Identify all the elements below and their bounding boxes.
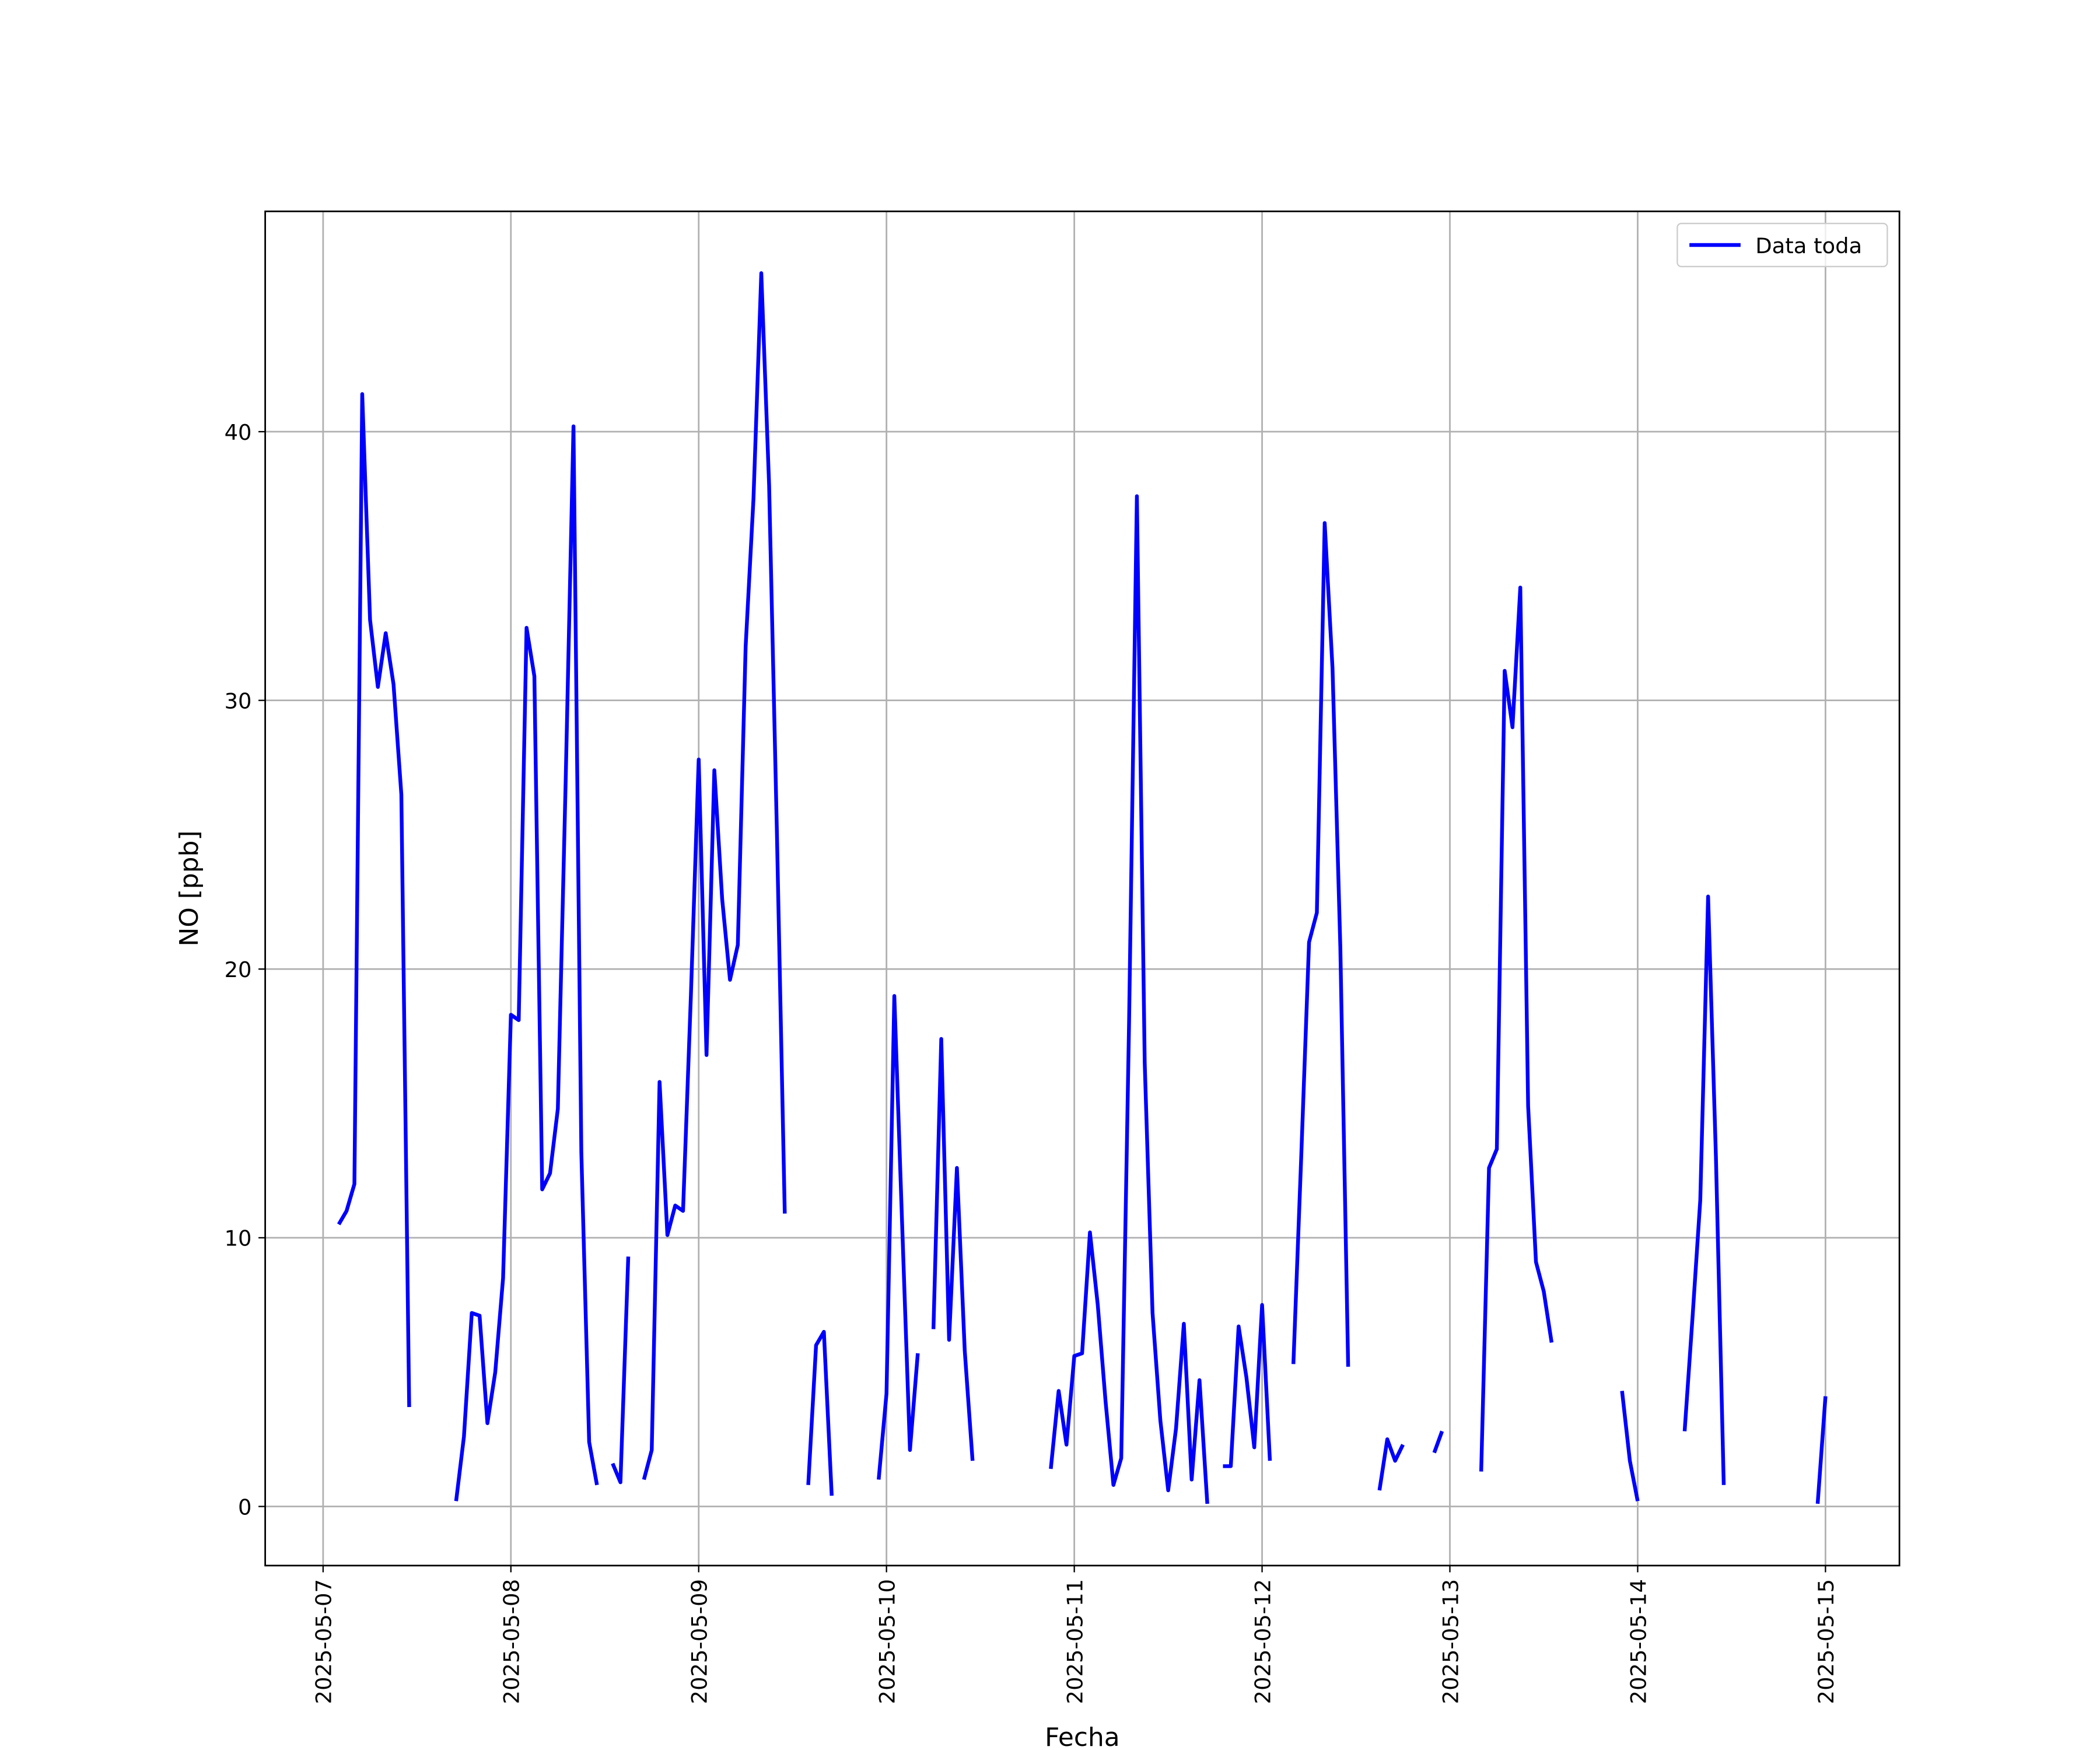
x-tick-label: 2025-05-09: [687, 1579, 712, 1704]
legend-label: Data toda: [1755, 233, 1862, 258]
data-line: [337, 271, 1828, 1504]
y-tick-label: 30: [225, 688, 252, 713]
y-tick-label: 40: [225, 420, 252, 445]
y-tick-label: 20: [225, 957, 252, 982]
plot-frame: [264, 210, 1901, 1567]
x-tick-label: 2025-05-13: [1438, 1579, 1463, 1704]
x-tick-label: 2025-05-15: [1814, 1579, 1839, 1704]
x-tick-label: 2025-05-12: [1250, 1579, 1275, 1704]
x-tick-label: 2025-05-14: [1626, 1579, 1651, 1704]
x-tick-label: 2025-05-07: [312, 1579, 337, 1704]
x-tick-label: 2025-05-10: [875, 1579, 900, 1704]
ticks: 0 10 20 30 40 2025-05-07 2025-05-08 2025-05-09 2…: [225, 420, 1839, 1704]
x-tick-label: 2025-05-08: [499, 1579, 524, 1704]
y-tick-label: 0: [238, 1494, 251, 1520]
legend-box: [1676, 222, 1888, 268]
legend: Data toda: [1676, 222, 1888, 268]
y-axis-label: NO [ppb]: [174, 831, 204, 947]
x-axis-label: Fecha: [1045, 1723, 1120, 1750]
x-tick-label: 2025-05-11: [1062, 1579, 1087, 1704]
plot-lines: [337, 271, 1828, 1504]
y-tick-label: 10: [225, 1226, 252, 1251]
